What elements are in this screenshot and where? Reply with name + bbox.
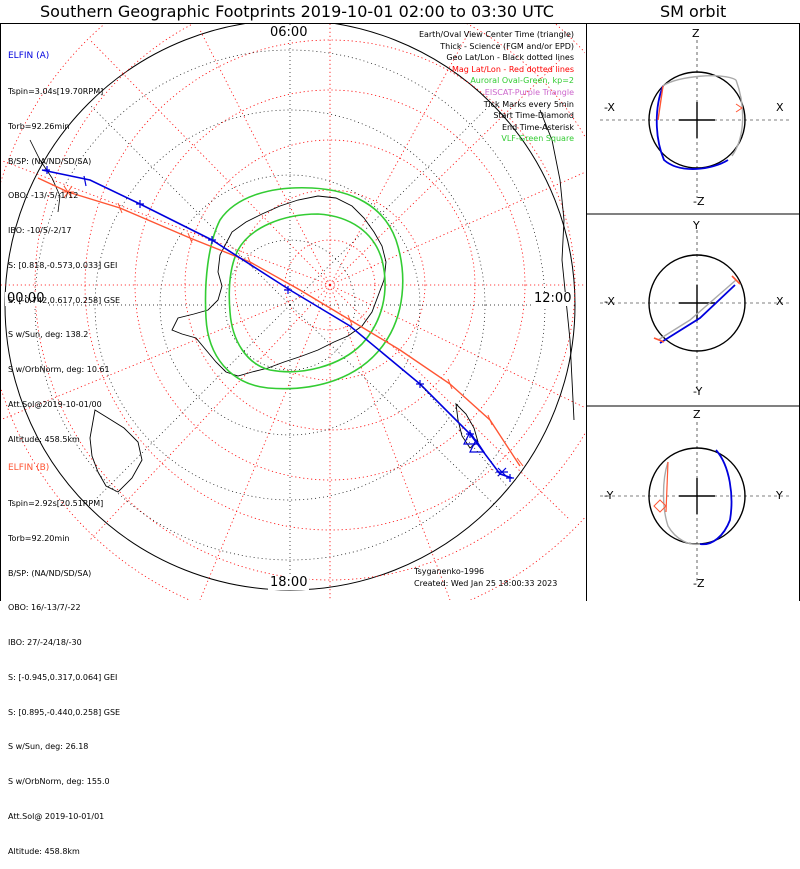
sm1-axis-right: X bbox=[776, 101, 784, 114]
legend-item-auroral-oval: Auroral Oval-Green, kp=2 bbox=[470, 76, 574, 86]
elfin-b-line: S: [0.895,-0.440,0.258] GSE bbox=[8, 707, 121, 717]
sm1-axis-bottom: -Z bbox=[693, 195, 705, 208]
legend-item-tick-marks: Tick Marks every 5min bbox=[483, 99, 574, 109]
elfin-a-line: Altitude: 458.5km bbox=[8, 434, 80, 444]
elfin-a-line: Torb=92.26min bbox=[8, 121, 70, 131]
elfin-a-track bbox=[41, 169, 513, 479]
elfin-b-line: S w/Sun, deg: 26.18 bbox=[8, 742, 89, 752]
sm-orbit-panel-1 bbox=[586, 40, 800, 215]
legend-item-view-center: Earth/Oval View Center Time (triangle) bbox=[418, 30, 574, 39]
legend-item-geo-grid: Geo Lat/Lon - Black dotted lines bbox=[446, 53, 574, 63]
time-label-bottom: 18:00 bbox=[268, 575, 310, 590]
sm2-axis-left: -X bbox=[604, 295, 615, 308]
legend-item-science: Thick - Science (FGM and/or EPD) bbox=[440, 41, 574, 51]
africa-coastline bbox=[29, 139, 61, 213]
auroral-oval-outer bbox=[204, 186, 404, 390]
elfin-b-line: Tspin=2.92s[20.51RPM] bbox=[8, 498, 104, 508]
model-credit: Tsyganenko-1996 bbox=[414, 567, 485, 576]
elfin-a-line: Att.Sol@2019-10-01/00 bbox=[8, 400, 102, 409]
map-panel bbox=[0, 23, 587, 601]
sm-orbit-panel-2 bbox=[586, 230, 800, 407]
sm3-axis-bottom: -Z bbox=[693, 577, 705, 590]
sm3-axis-right: Y bbox=[776, 489, 783, 502]
elfin-b-line: B/SP: (NA/ND/SD/SA) bbox=[8, 568, 92, 578]
auroral-oval-inner bbox=[228, 213, 386, 373]
sm2-axis-top: Y bbox=[693, 219, 700, 232]
elfin-a-info: ELFIN (A) Tspin=3.04s[19.70RPM] Torb=92.… bbox=[8, 28, 120, 457]
elfin-b-line: Torb=92.20min bbox=[8, 533, 70, 543]
legend-item-start-time: Start Time-Diamond bbox=[493, 111, 574, 121]
elfin-a-name: ELFIN (A) bbox=[8, 51, 50, 62]
sm3-axis-top: Z bbox=[693, 408, 701, 421]
sm3-axis-left: -Y bbox=[604, 489, 614, 502]
time-label-right: 12:00 bbox=[532, 291, 574, 306]
map-title: Southern Geographic Footprints 2019-10-0… bbox=[40, 2, 554, 21]
legend-item-mag-grid: Mag Lat/Lon - Red dotted lines bbox=[451, 64, 574, 74]
elfin-a-line: Tspin=3.04s[19.70RPM] bbox=[8, 86, 104, 96]
elfin-a-line: S w/Sun, deg: 138.2 bbox=[8, 330, 89, 340]
elfin-b-track bbox=[37, 177, 521, 467]
elfin-b-line: IBO: 27/-24/18/-30 bbox=[8, 638, 82, 648]
elfin-a-line: OBO: -13/-5/-1/12 bbox=[8, 191, 79, 201]
elfin-a-line: S w/OrbNorm, deg: 10.61 bbox=[8, 365, 110, 375]
elfin-a-line: B/SP: (NA/ND/SD/SA) bbox=[8, 156, 92, 166]
elfin-a-line: S: [0.818,-0.573,0.033] GEI bbox=[8, 260, 118, 270]
elfin-b-name: ELFIN (B) bbox=[8, 463, 50, 474]
time-label-left: 00:00 bbox=[5, 291, 47, 306]
elfin-b-info: ELFIN (B) Tspin=2.92s[20.51RPM] Torb=92.… bbox=[8, 440, 120, 869]
elfin-b-line: Att.Sol@ 2019-10-01/01 bbox=[8, 812, 105, 821]
elfin-b-line: S w/OrbNorm, deg: 155.0 bbox=[8, 777, 110, 787]
sm2-axis-right: X bbox=[776, 295, 784, 308]
created-timestamp: Created: Wed Jan 25 18:00:33 2023 bbox=[414, 579, 558, 588]
time-label-top: 06:00 bbox=[268, 25, 310, 40]
antarctica-coastline bbox=[171, 195, 387, 377]
legend-item-end-time: End Time-Asterisk bbox=[501, 122, 574, 132]
sm-orbit-panel-3 bbox=[600, 422, 792, 584]
elfin-a-line: S: [-0.742,0.617,0.258] GSE bbox=[8, 295, 121, 305]
sm1-axis-top: Z bbox=[692, 27, 700, 40]
elfin-a-ticks bbox=[44, 166, 514, 482]
legend-item-vlf: VLF-Green Square bbox=[501, 134, 574, 144]
south-america-coastline bbox=[89, 409, 143, 493]
view-center-triangle-b bbox=[469, 438, 486, 453]
elfin-b-line: OBO: 16/-13/7/-22 bbox=[8, 603, 81, 613]
sm1-axis-left: -X bbox=[604, 101, 615, 114]
elfin-b-line: S: [-0.945,0.317,0.064] GEI bbox=[8, 672, 118, 682]
legend-item-eiscat: EISCAT-Purple Triangle bbox=[484, 87, 574, 97]
map-legend: Earth/Oval View Center Time (triangle) T… bbox=[419, 29, 574, 145]
view-center-triangle-a bbox=[463, 430, 480, 445]
mag-latlon-grid bbox=[1, 24, 585, 600]
elfin-b-line: Altitude: 458.8km bbox=[8, 846, 80, 856]
elfin-a-line: IBO: -10/5/-2/17 bbox=[8, 226, 72, 236]
sm-orbit-title: SM orbit bbox=[660, 2, 727, 21]
australia-coastline bbox=[539, 109, 575, 421]
sm2-axis-bottom: -Y bbox=[693, 385, 703, 398]
